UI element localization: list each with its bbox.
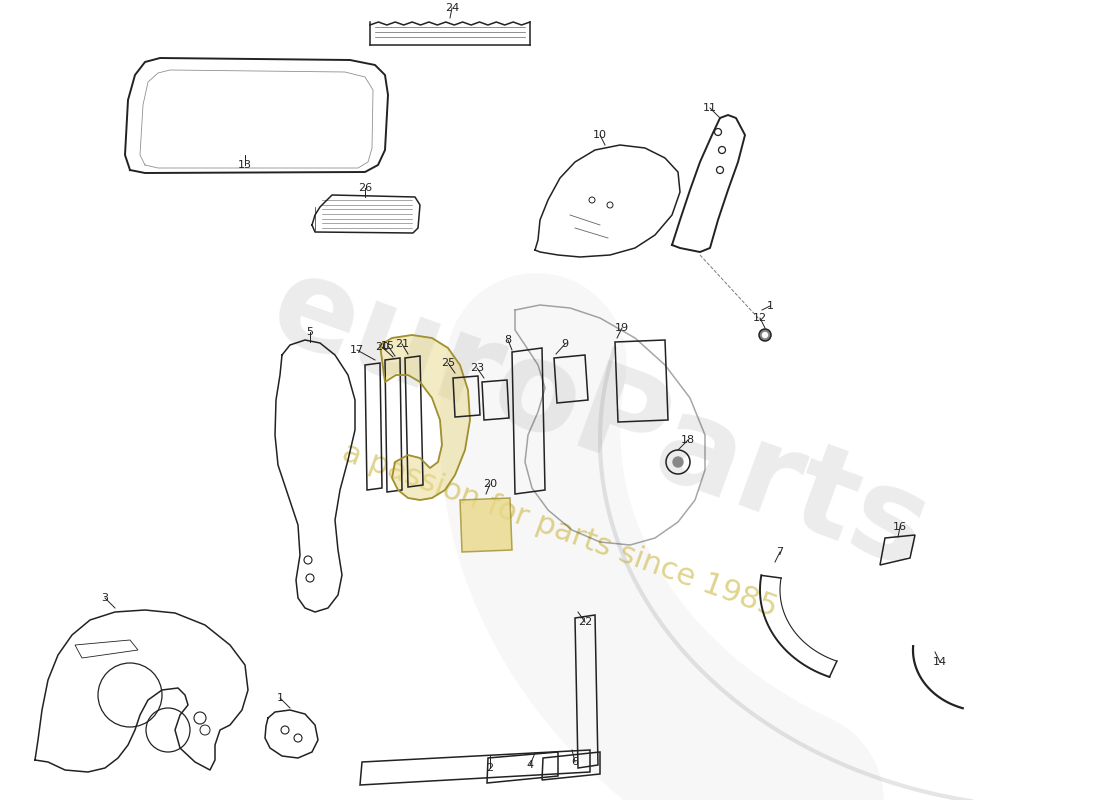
- Text: 9: 9: [561, 339, 569, 349]
- Text: 3: 3: [101, 593, 109, 603]
- Text: 20: 20: [375, 342, 389, 352]
- Text: 2: 2: [486, 763, 494, 773]
- Text: 5: 5: [307, 327, 314, 337]
- Text: 24: 24: [444, 3, 459, 13]
- Text: 4: 4: [527, 760, 534, 770]
- Text: 26: 26: [358, 183, 372, 193]
- Text: 19: 19: [615, 323, 629, 333]
- Text: 13: 13: [238, 160, 252, 170]
- Polygon shape: [379, 335, 470, 500]
- Text: 21: 21: [395, 339, 409, 349]
- Text: euroParts: euroParts: [255, 246, 945, 594]
- Text: 10: 10: [593, 130, 607, 140]
- Text: 25: 25: [441, 358, 455, 368]
- Text: 11: 11: [703, 103, 717, 113]
- Text: 16: 16: [893, 522, 907, 532]
- Circle shape: [759, 329, 771, 341]
- Text: 14: 14: [933, 657, 947, 667]
- Text: 1: 1: [767, 301, 773, 311]
- Text: 22: 22: [578, 617, 592, 627]
- Text: 23: 23: [470, 363, 484, 373]
- Text: 18: 18: [681, 435, 695, 445]
- Text: 1: 1: [276, 693, 284, 703]
- Circle shape: [673, 457, 683, 467]
- Text: 17: 17: [350, 345, 364, 355]
- Text: 15: 15: [381, 341, 395, 351]
- Circle shape: [762, 333, 768, 338]
- Text: 20: 20: [483, 479, 497, 489]
- Text: 8: 8: [505, 335, 512, 345]
- Text: 6: 6: [572, 757, 579, 767]
- Text: 7: 7: [777, 547, 783, 557]
- Polygon shape: [460, 498, 512, 552]
- Text: a passion for parts since 1985: a passion for parts since 1985: [339, 438, 782, 622]
- Text: 12: 12: [752, 313, 767, 323]
